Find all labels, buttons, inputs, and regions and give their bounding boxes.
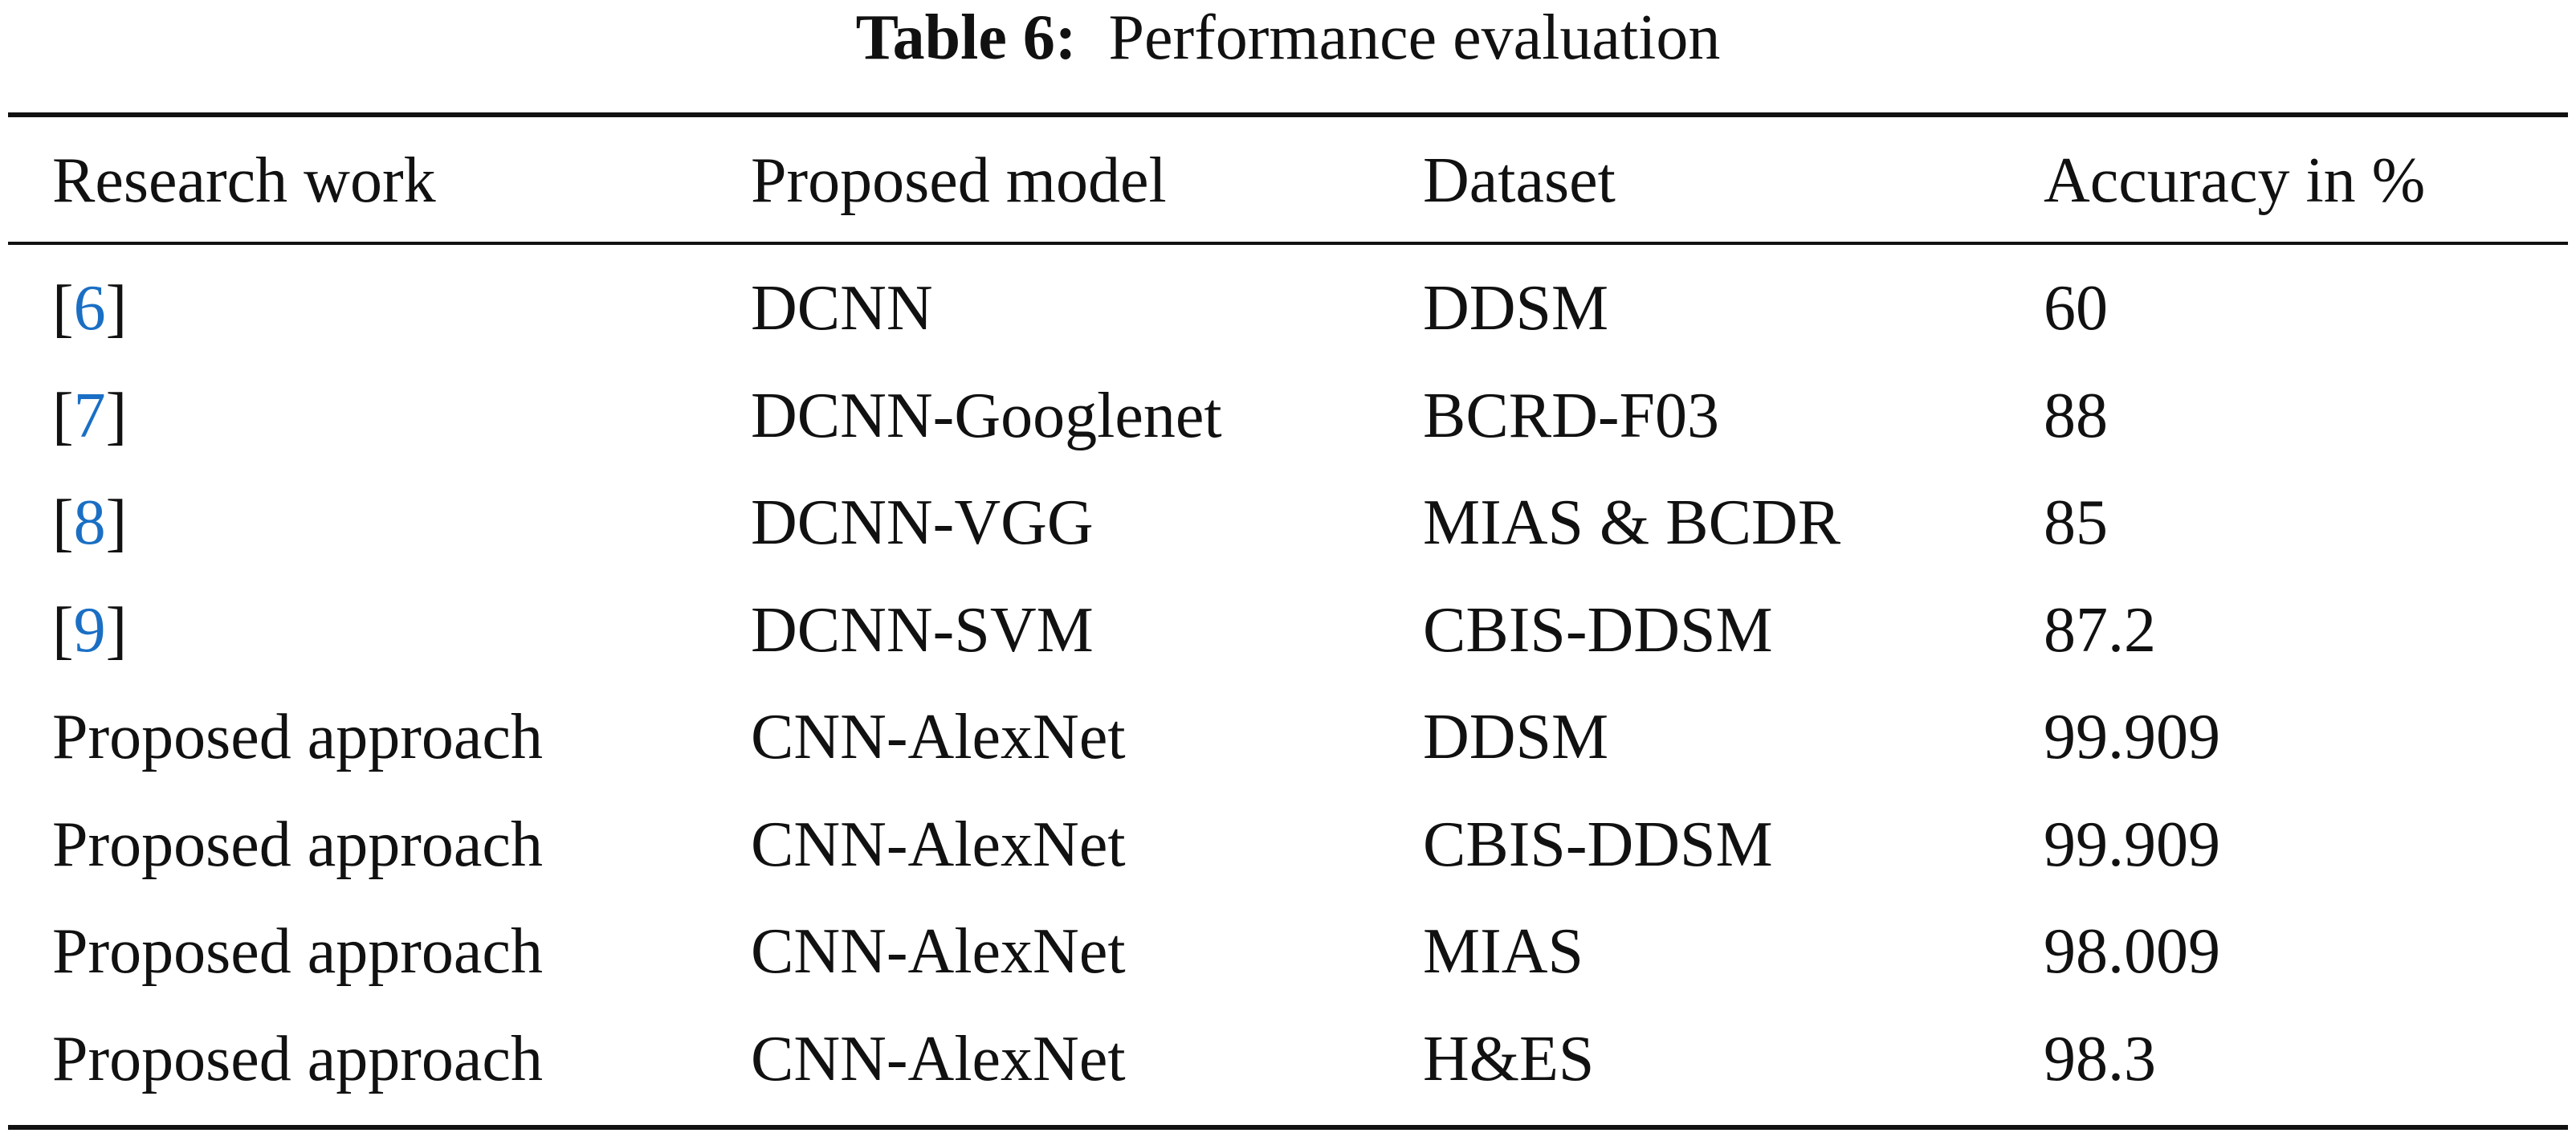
table-cell: CNN-AlexNet bbox=[751, 1023, 1126, 1094]
citation-cell: [8] bbox=[52, 491, 127, 555]
caption-text: Performance evaluation bbox=[1108, 2, 1721, 73]
citation-link: 8 bbox=[73, 487, 106, 558]
bracket: ] bbox=[105, 380, 128, 451]
caption-label: Table 6: bbox=[855, 2, 1077, 73]
table-cell: 87.2 bbox=[2044, 594, 2156, 666]
header-cell: Accuracy in % bbox=[2044, 145, 2426, 216]
table-cell: DDSM bbox=[1423, 273, 1609, 344]
table-cell: DCNN-Googlenet bbox=[751, 380, 1222, 451]
table-cell: H&ES bbox=[1423, 1023, 1595, 1094]
bracket: [ bbox=[52, 487, 74, 558]
table-cell: DCNN-SVM bbox=[751, 594, 1094, 666]
table-caption: Table 6: Performance evaluation bbox=[0, 6, 2576, 70]
bracket: ] bbox=[105, 594, 128, 666]
table-cell: CNN-AlexNet bbox=[751, 702, 1126, 772]
table-cell: 99.909 bbox=[2044, 809, 2220, 880]
citation-link: 9 bbox=[73, 594, 106, 666]
bracket: [ bbox=[52, 594, 74, 666]
header-cell: Dataset bbox=[1423, 145, 1616, 216]
table-cell: DCNN bbox=[751, 273, 933, 344]
table-cell: 98.3 bbox=[2044, 1023, 2156, 1094]
citation-cell: [6] bbox=[52, 276, 127, 340]
table-cell: BCRD-F03 bbox=[1423, 380, 1719, 451]
bottom-rule bbox=[8, 1125, 2568, 1130]
header-cell: Research work bbox=[52, 145, 436, 216]
table-cell: CNN-AlexNet bbox=[751, 916, 1126, 987]
table-cell: 99.909 bbox=[2044, 702, 2220, 772]
table-cell: CNN-AlexNet bbox=[751, 809, 1126, 880]
citation-cell: [7] bbox=[52, 384, 127, 448]
citation-link: 7 bbox=[73, 380, 106, 451]
bracket: [ bbox=[52, 273, 74, 344]
header-cell: Proposed model bbox=[751, 145, 1167, 216]
bracket: ] bbox=[105, 273, 128, 344]
table-cell: Proposed approach bbox=[52, 809, 543, 880]
top-rule bbox=[8, 112, 2568, 117]
citation-link: 6 bbox=[73, 273, 106, 344]
table-cell: CBIS-DDSM bbox=[1423, 809, 1773, 880]
table-cell: Proposed approach bbox=[52, 1023, 543, 1094]
table-cell: 88 bbox=[2044, 380, 2108, 451]
table-cell: MIAS & BCDR bbox=[1423, 487, 1841, 558]
table-cell: DDSM bbox=[1423, 702, 1609, 772]
bracket: ] bbox=[105, 487, 128, 558]
citation-cell: [9] bbox=[52, 598, 127, 662]
table-cell: DCNN-VGG bbox=[751, 487, 1094, 558]
table-cell: 60 bbox=[2044, 273, 2108, 344]
table-cell: MIAS bbox=[1423, 916, 1584, 987]
bracket: [ bbox=[52, 380, 74, 451]
mid-rule bbox=[8, 242, 2568, 245]
table-cell: Proposed approach bbox=[52, 916, 543, 987]
table-cell: CBIS-DDSM bbox=[1423, 594, 1773, 666]
table-cell: 85 bbox=[2044, 487, 2108, 558]
table-cell: 98.009 bbox=[2044, 916, 2220, 987]
table-cell: Proposed approach bbox=[52, 702, 543, 772]
